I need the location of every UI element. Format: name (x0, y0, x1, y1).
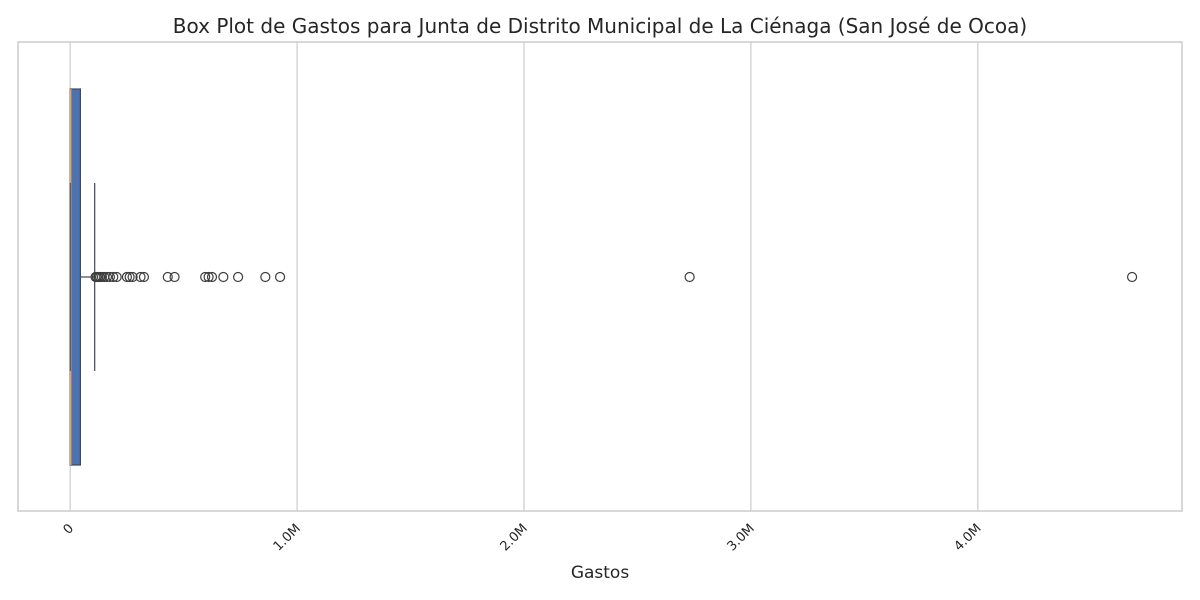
tick-layer: 0 1.0M 2.0M 3.0M 4.0M (61, 521, 985, 554)
outlier-point (124, 271, 135, 283)
outlier-point (232, 271, 244, 283)
outlier-point (108, 271, 119, 283)
outlier-point (138, 271, 150, 283)
outlier-point (206, 271, 218, 283)
outlier-point (274, 271, 286, 283)
grid-layer (69, 42, 979, 511)
chart-title: Box Plot de Gastos para Junta de Distrit… (173, 14, 1027, 38)
outlier-point (104, 271, 115, 283)
outlier-point (127, 271, 138, 283)
outlier-point (135, 271, 146, 283)
x-tick-label: 1.0M (271, 521, 304, 554)
outlier-point (101, 271, 113, 283)
x-tick-label: 0 (61, 521, 77, 537)
x-tick-label: 2.0M (498, 521, 531, 554)
x-tick-label: 4.0M (951, 521, 984, 554)
outlier-point (260, 271, 271, 283)
x-tick-label: 3.0M (725, 521, 758, 554)
outlier-layer (90, 271, 1138, 283)
outlier-point (684, 271, 695, 283)
outlier-point (200, 271, 211, 283)
plot-frame (17, 41, 1183, 512)
iqr-box (69, 88, 81, 466)
outlier-point (162, 271, 173, 283)
outlier-point (203, 271, 214, 283)
outlier-point (111, 271, 122, 283)
x-axis-label: Gastos (571, 563, 630, 583)
box-layer (69, 88, 96, 466)
outlier-point (169, 271, 180, 283)
outlier-point (121, 271, 133, 283)
outlier-point (218, 271, 229, 283)
outlier-point (1126, 271, 1138, 283)
